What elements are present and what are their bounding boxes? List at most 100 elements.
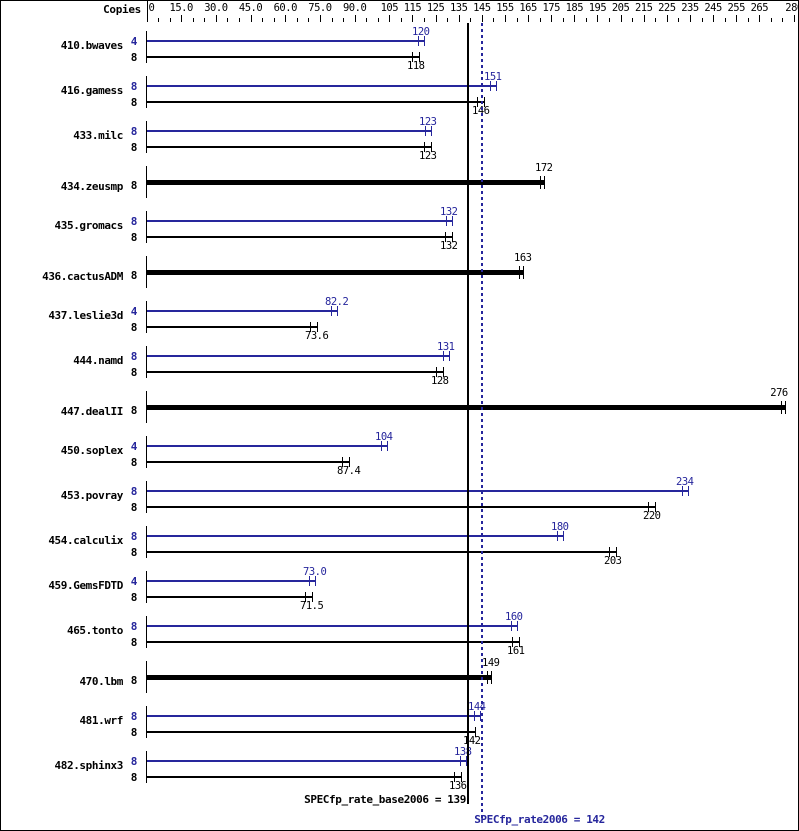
bar-end-tick	[449, 351, 450, 361]
copies-value-base: 8	[130, 51, 138, 64]
copies-value-base: 8	[130, 771, 138, 784]
axis-tick-major	[251, 15, 252, 22]
row-origin-tick	[146, 616, 147, 648]
copies-value-base: 8	[130, 546, 138, 559]
axis-tick-major	[574, 15, 575, 22]
bar-end-tick	[484, 97, 485, 107]
result-bar-base	[147, 641, 519, 643]
row-origin-tick	[146, 166, 147, 198]
bar-end-tick	[557, 531, 558, 541]
plot-area: 410.bwaves41208118416.gamess81518146433.…	[1, 23, 798, 820]
axis-tick-major	[482, 15, 483, 22]
bar-value-label: 123	[419, 116, 437, 128]
bar-end-tick	[381, 441, 382, 451]
axis-tick-major	[181, 15, 182, 22]
result-bar-base	[147, 776, 461, 778]
axis-tick-major	[355, 15, 356, 22]
row-origin-tick	[146, 661, 147, 693]
result-bar-base	[147, 101, 485, 103]
bar-end-tick	[466, 756, 467, 766]
bar-value-label: 120	[412, 26, 430, 38]
bar-end-tick	[452, 232, 453, 242]
copies-value-peak: 8	[130, 530, 138, 543]
row-origin-tick	[146, 481, 147, 513]
bar-end-tick	[460, 756, 461, 766]
result-bar-peak	[147, 85, 496, 87]
row-origin-tick	[146, 301, 147, 333]
result-bar-base	[147, 731, 475, 733]
result-bar-peak	[147, 625, 517, 627]
axis-tick-minor	[470, 18, 471, 22]
axis-tick-major	[667, 15, 668, 22]
copies-value-peak: 8	[130, 80, 138, 93]
bar-value-label: 128	[431, 375, 449, 387]
axis-tick-major	[459, 15, 460, 22]
result-bar-peak	[147, 130, 431, 132]
bar-end-tick	[305, 592, 306, 602]
result-bar-base	[147, 326, 317, 328]
benchmark-row: 453.povray 8 234 8 220	[1, 476, 798, 522]
copies-value-base: 8	[130, 501, 138, 514]
row-origin-tick	[146, 121, 147, 153]
bar-value-label: 203	[604, 555, 622, 567]
bar-end-tick	[517, 621, 518, 631]
bar-end-tick	[454, 772, 455, 782]
bar-end-tick	[785, 401, 786, 414]
benchmark-label: 433.milc	[73, 129, 123, 142]
bar-end-tick	[616, 547, 617, 557]
axis-tick-label: 135	[449, 2, 468, 14]
benchmark-label: 436.cactusADM	[42, 270, 123, 283]
bar-end-tick	[310, 322, 311, 332]
axis-tick-major	[597, 15, 598, 22]
result-bar-peak	[147, 355, 450, 357]
axis-tick-label: 115	[403, 2, 422, 14]
bar-end-tick	[461, 772, 462, 782]
axis-tick-major	[713, 15, 714, 22]
benchmark-row: 436.cactusADM 8 163	[1, 252, 798, 297]
benchmark-row: 435.gromacs 8 132 8 132	[1, 206, 798, 252]
bar-end-tick	[387, 441, 388, 451]
benchmark-label: 447.dealII	[60, 405, 124, 418]
row-origin-tick	[146, 526, 147, 558]
axis-tick-label: 255	[727, 2, 745, 14]
axis-tick-major	[436, 15, 437, 22]
copies-column-header: Copies	[103, 3, 141, 16]
bar-end-tick	[425, 126, 426, 136]
bar-end-tick	[544, 176, 545, 189]
bar-end-tick	[312, 592, 313, 602]
copies-value-peak: 8	[130, 710, 138, 723]
result-bar-merged	[147, 270, 524, 275]
result-bar-base	[147, 56, 420, 58]
axis-tick-minor	[170, 18, 171, 22]
row-origin-tick	[146, 346, 147, 378]
row-origin-tick	[146, 76, 147, 108]
axis-tick-minor	[332, 18, 333, 22]
axis-tick-label: 225	[658, 2, 676, 14]
benchmark-row: 416.gamess 8 151 8 146	[1, 71, 798, 117]
axis-tick-major	[794, 15, 795, 22]
benchmark-row: 470.lbm 8 149	[1, 657, 798, 702]
benchmark-label: 482.sphinx3	[54, 759, 124, 772]
bar-value-label: 220	[643, 510, 661, 522]
axis-tick-minor	[586, 18, 587, 22]
bar-end-tick	[648, 502, 649, 512]
bar-end-tick	[563, 531, 564, 541]
bar-value-label: 151	[484, 71, 502, 83]
bar-end-tick	[418, 36, 419, 46]
axis-tick-label: 90.0	[342, 2, 367, 14]
bar-end-tick	[443, 367, 444, 377]
benchmark-row: 459.GemsFDTD 4 73.0 8 71.5	[1, 566, 798, 612]
copies-value-peak: 8	[130, 125, 138, 138]
axis-tick-minor	[227, 18, 228, 22]
bar-end-tick	[424, 36, 425, 46]
result-bar-base	[147, 146, 431, 148]
result-bar-base	[147, 371, 443, 373]
benchmark-label: 481.wrf	[79, 714, 123, 727]
copies-value-base: 8	[130, 141, 138, 154]
copies-value-base: 8	[130, 231, 138, 244]
axis-tick-label: 165	[519, 2, 537, 14]
axis-tick-minor	[193, 18, 194, 22]
axis-tick-label: 75.0	[308, 2, 332, 14]
row-origin-tick	[146, 31, 147, 63]
axis-tick-label: 265	[750, 2, 769, 14]
